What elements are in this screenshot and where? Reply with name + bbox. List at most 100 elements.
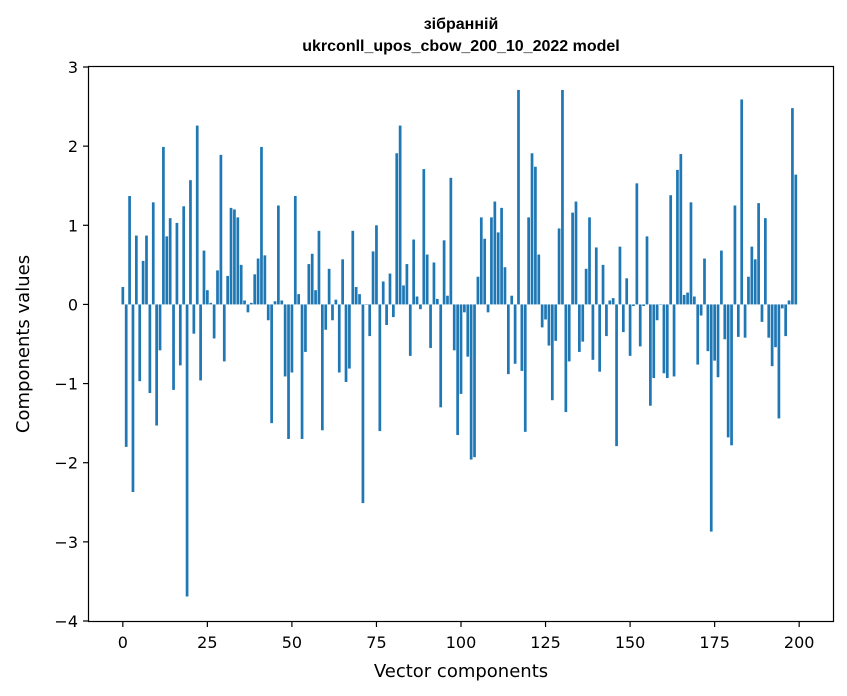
bar-164 — [676, 169, 679, 305]
bar-123 — [537, 254, 541, 305]
bar-191 — [767, 304, 771, 338]
bar-75 — [375, 225, 378, 305]
bar-49 — [287, 304, 290, 439]
bar-126 — [547, 304, 551, 346]
bar-28 — [216, 270, 219, 305]
bar-120 — [527, 217, 530, 305]
bar-79 — [388, 273, 392, 305]
bar-77 — [381, 281, 385, 305]
bar-129 — [557, 228, 561, 305]
bar-167 — [686, 292, 689, 305]
bar-195 — [780, 304, 784, 309]
bar-82 — [398, 125, 402, 305]
bar-182 — [736, 304, 740, 337]
bar-174 — [709, 304, 713, 532]
bar-30 — [222, 304, 226, 362]
bar-61 — [327, 268, 331, 305]
bar-170 — [696, 304, 700, 365]
bar-198 — [791, 108, 794, 305]
bar-43 — [266, 304, 270, 321]
bar-132 — [567, 304, 571, 362]
bar-117 — [517, 89, 520, 305]
bar-55 — [307, 264, 311, 305]
bar-194 — [777, 304, 781, 419]
bar-73 — [368, 304, 372, 337]
x-axis-ticks: 0 25 50 75 100 125 150 175 200 — [118, 621, 815, 652]
x-tick-label: 200 — [784, 633, 815, 652]
bar-144 — [608, 300, 612, 305]
bar-134 — [574, 201, 578, 305]
bar-142 — [601, 264, 605, 305]
bar-91 — [429, 304, 432, 348]
bar-104 — [473, 304, 476, 458]
bar-32 — [229, 207, 233, 305]
bar-46 — [277, 205, 280, 305]
bar-128 — [554, 304, 558, 341]
bar-81 — [395, 153, 399, 305]
bar-95 — [442, 240, 446, 305]
bar-8 — [148, 304, 152, 394]
bar-138 — [588, 217, 591, 305]
bar-118 — [520, 304, 524, 371]
bar-68 — [351, 230, 355, 305]
bar-84 — [405, 264, 409, 305]
bar-111 — [496, 232, 500, 305]
bar-78 — [385, 304, 388, 326]
bar-59 — [320, 304, 324, 431]
bar-133 — [571, 212, 574, 305]
bar-197 — [787, 300, 791, 305]
bar-57 — [314, 290, 317, 305]
x-tick-label: 100 — [446, 633, 477, 652]
bar-11 — [158, 304, 162, 351]
bar-13 — [165, 236, 169, 305]
y-tick-label: 3 — [68, 58, 78, 77]
bar-0 — [121, 287, 125, 305]
bar-108 — [486, 304, 490, 313]
bar-154 — [642, 304, 645, 307]
y-tick-label: 0 — [68, 295, 78, 314]
bar-101 — [463, 304, 466, 313]
bar-14 — [168, 218, 172, 305]
bar-99 — [456, 304, 459, 436]
bar-131 — [564, 304, 568, 413]
bar-172 — [703, 258, 706, 305]
bar-24 — [202, 250, 206, 305]
bar-54 — [304, 304, 307, 352]
bar-29 — [219, 154, 223, 305]
bar-47 — [280, 300, 284, 305]
bar-103 — [469, 304, 473, 460]
bar-169 — [692, 296, 696, 305]
bar-4 — [134, 235, 138, 305]
bar-98 — [452, 304, 456, 351]
bar-173 — [706, 304, 710, 352]
bar-2 — [128, 196, 131, 305]
y-tick-label: 1 — [68, 216, 78, 235]
bar-3 — [131, 304, 135, 492]
bar-67 — [348, 304, 351, 369]
bar-44 — [270, 304, 273, 424]
bar-127 — [550, 304, 554, 401]
bar-155 — [645, 236, 649, 305]
bar-42 — [263, 255, 267, 305]
bar-76 — [378, 304, 382, 432]
bar-37 — [246, 304, 250, 313]
bar-115 — [510, 295, 514, 305]
x-tick-label: 75 — [366, 633, 386, 652]
plot-frame — [87, 65, 835, 623]
bar-153 — [638, 304, 642, 347]
bar-83 — [402, 285, 405, 305]
bar-10 — [155, 304, 158, 426]
bar-189 — [760, 304, 764, 322]
y-tick-label: 2 — [68, 137, 78, 156]
bar-150 — [628, 304, 632, 356]
bar-53 — [300, 304, 304, 439]
bar-146 — [615, 304, 618, 447]
bar-64 — [337, 304, 341, 373]
bar-27 — [212, 304, 216, 339]
bar-60 — [324, 304, 328, 330]
bar-45 — [273, 301, 277, 305]
bar-147 — [618, 246, 622, 305]
bar-110 — [493, 201, 497, 305]
bar-100 — [459, 304, 463, 394]
